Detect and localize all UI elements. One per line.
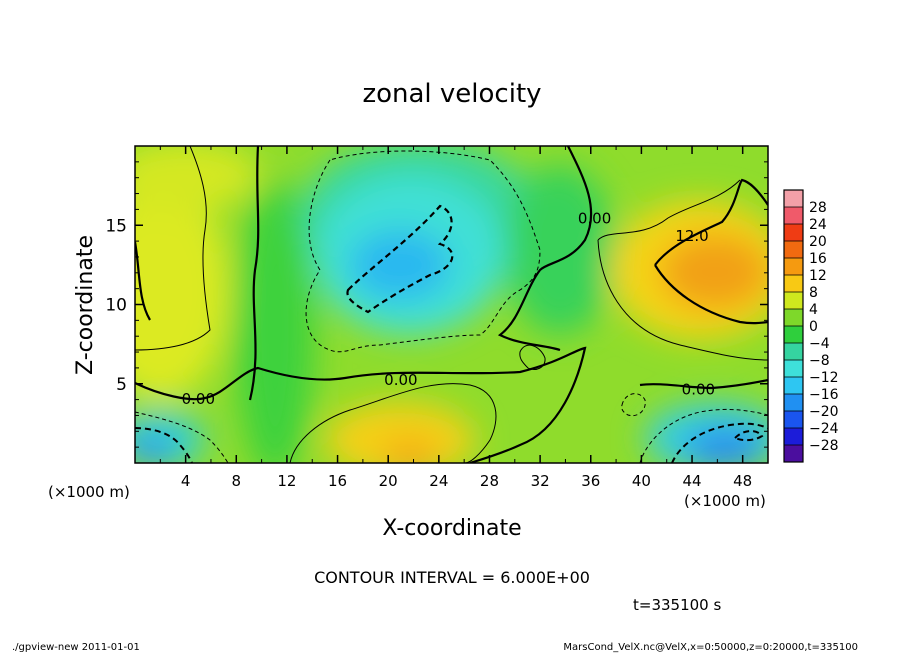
field-region-bottom-left-blue [135,434,175,463]
y-tick-label: 10 [105,296,127,316]
contour-neg-six-bottom-left [135,411,229,463]
contour-neg-twelve-bottom-left [135,427,193,463]
field-region-bottom-right-blue [685,428,765,463]
field-region-right-orange [660,234,768,310]
colorbar-swatch [784,428,803,445]
contour-label: 0.00 [182,390,215,408]
field-region-top-left-yellow [135,146,260,210]
contour-neg-twelve-center [346,204,454,314]
x-tick-label: 16 [328,472,347,490]
contour-twelve [654,178,768,325]
colorbar-label: −28 [809,438,839,454]
x-tick-label: 20 [379,472,398,490]
contour-lines [135,146,768,463]
x-unit-label-right: (×1000 m) [684,492,766,510]
colorbar-label: −24 [809,421,839,437]
x-tick-label: 36 [581,472,600,490]
colorbar-label: 12 [809,268,827,284]
colorbar-swatch [784,207,803,224]
colorbar-swatch [784,377,803,394]
plot-area: 0.00 0.00 0.00 0.00 12.0 [135,146,768,463]
x-tick-label: 32 [531,472,550,490]
footer-right: MarsCond_VelX.nc@VelX,x=0:50000,z=0:2000… [563,642,858,653]
contour-label: 0.00 [578,209,611,227]
colorbar-label: −12 [809,370,839,386]
contour-zero-right [497,146,593,352]
contour-neg-six-small-loop [621,393,646,417]
chart-title: zonal velocity [362,79,541,109]
colorbar-swatch [784,292,803,309]
x-axis: 4 8 12 16 20 24 28 32 36 40 44 48 [159,146,752,490]
x-unit-label: (×1000 m) [48,483,130,501]
colorbar-swatch [784,326,803,343]
x-tick-label: 8 [232,472,242,490]
field-region-bottom-orange [382,440,438,463]
y-axis: 5 10 15 [105,161,768,448]
field-region-bottom-yellow [325,402,475,463]
contour-neg-twelve-bottom-right-inner [733,430,764,442]
x-tick-label: 40 [632,472,651,490]
colorbar-label: 8 [809,285,818,301]
contour-labels: 0.00 0.00 0.00 0.00 12.0 [182,209,715,408]
contour-six-left [135,146,211,351]
colorbar-label: 20 [809,234,827,250]
contour-six-right [597,179,768,361]
contour-neg-twelve-bottom-right [671,422,768,463]
x-axis-title: X-coordinate [382,516,521,541]
contour-neg-six-bottom-right [639,408,768,463]
contour-six-bottom [289,383,497,463]
y-axis-title: Z-coordinate [73,235,98,375]
colorbar-label: −20 [809,404,839,420]
colorbar-swatch [784,190,803,207]
contour-zero-left-vertical [248,146,260,401]
contour-label: 0.00 [682,381,715,399]
contour-label: 0.00 [384,371,417,389]
colorbar-label: 16 [809,251,827,267]
colorbar-swatch [784,343,803,360]
colorbar-swatch [784,224,803,241]
x-tick-label: 4 [181,472,191,490]
contour-zero-left-lower [135,346,587,463]
colorbar-swatch [784,445,803,462]
field-region-center-blue [350,230,450,300]
colorbar-swatch [784,360,803,377]
colorbar-label: 0 [809,319,818,335]
colorbar-swatch [784,241,803,258]
x-tick-label: 12 [277,472,296,490]
x-tick-label: 44 [682,472,701,490]
colorbar-swatch [784,309,803,326]
field-region-center-green [235,180,315,463]
contour-interval-text: CONTOUR INTERVAL = 6.000E+00 [314,568,590,587]
y-tick-label: 5 [116,375,127,395]
colorbar-swatch [784,275,803,292]
contour-label: 12.0 [675,227,708,245]
field-region-left-yellow [135,180,230,400]
footer-left: ./gpview-new 2011-01-01 [12,642,140,653]
colorbar-swatch [784,394,803,411]
field-blobs [135,146,768,463]
colorbar-label: −16 [809,387,839,403]
time-label: t=335100 s [633,596,721,614]
contour-zero-right-lower [639,378,768,390]
x-tick-label: 24 [429,472,448,490]
colorbar-label: 28 [809,200,827,216]
x-tick-label: 48 [733,472,752,490]
contour-neg-six-center [305,150,541,353]
contour-six-small-loop [519,344,546,371]
field-region-right-green [505,165,615,335]
colorbar-label: −4 [809,336,830,352]
colorbar-label: −8 [809,353,830,369]
colorbar-swatch [784,258,803,275]
colorbar-swatch [784,411,803,428]
colorbar-label: 24 [809,217,827,233]
x-tick-label: 28 [480,472,499,490]
contour-zero-left-upper [135,241,151,321]
colorbar-label: 4 [809,302,818,318]
y-tick-label: 15 [105,216,127,236]
